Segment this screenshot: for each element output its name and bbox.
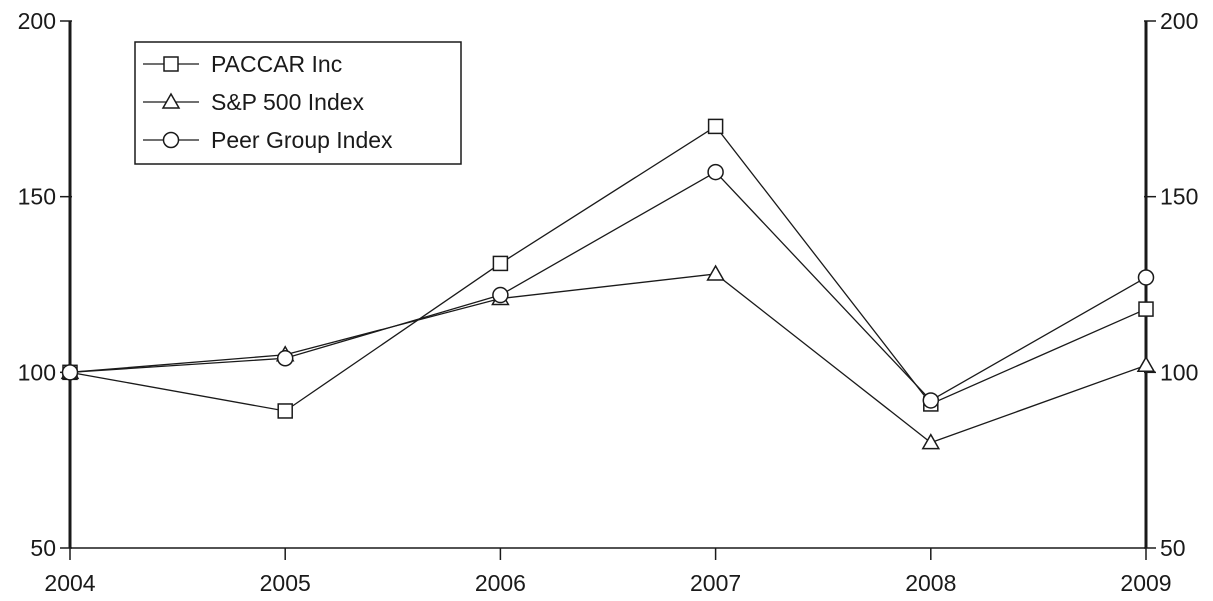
series-circle xyxy=(61,163,1155,409)
y-tick-label-right: 50 xyxy=(1160,535,1186,561)
y-tick-label-left: 100 xyxy=(18,359,56,385)
y-tick-label-left: 150 xyxy=(18,184,56,210)
x-tick-label: 2009 xyxy=(1120,570,1171,596)
series-line-triangle xyxy=(69,273,1147,444)
data-point-circle xyxy=(492,286,509,304)
y-tick-label-right: 150 xyxy=(1160,184,1198,210)
data-point-circle xyxy=(922,392,940,409)
x-tick-label: 2008 xyxy=(905,570,956,596)
axes: 50 50 100 100 150 150 200 200 2004 2005 2006 2007 20… xyxy=(18,8,1199,596)
y-tick-label-right: 100 xyxy=(1160,359,1198,385)
series-line-circle xyxy=(69,171,1147,402)
data-point-circle xyxy=(1137,269,1155,286)
legend: PACCAR Inc S&P 500 Index Peer Group Index xyxy=(134,41,462,165)
legend-marker-square xyxy=(163,56,179,72)
x-tick-label: 2005 xyxy=(260,570,311,596)
legend-box xyxy=(134,41,462,165)
data-point-triangle xyxy=(706,264,725,281)
y-tick-label-left: 50 xyxy=(30,535,56,561)
series-layer xyxy=(60,118,1156,450)
legend-label: S&P 500 Index xyxy=(211,89,365,115)
legend-label: PACCAR Inc xyxy=(211,51,342,77)
data-point-square xyxy=(707,118,724,135)
data-point-square xyxy=(277,403,293,419)
x-tick-label: 2006 xyxy=(475,570,526,596)
data-point-triangle xyxy=(1136,355,1156,373)
data-point-square xyxy=(1138,301,1154,317)
y-tick-label-right: 200 xyxy=(1160,8,1198,34)
x-tick-label: 2004 xyxy=(44,570,95,596)
legend-label: Peer Group Index xyxy=(211,127,393,153)
data-point-triangle xyxy=(921,433,941,450)
data-point-circle xyxy=(276,350,294,367)
y-tick-label-left: 200 xyxy=(18,8,56,34)
data-point-square xyxy=(492,255,509,272)
data-point-circle xyxy=(61,364,79,381)
series-line-square xyxy=(69,125,1147,412)
data-point-circle xyxy=(707,163,724,181)
x-tick-label: 2007 xyxy=(690,570,741,596)
series-triangle xyxy=(60,264,1156,450)
legend-marker-triangle xyxy=(161,92,181,109)
legend-marker-circle xyxy=(162,131,180,149)
